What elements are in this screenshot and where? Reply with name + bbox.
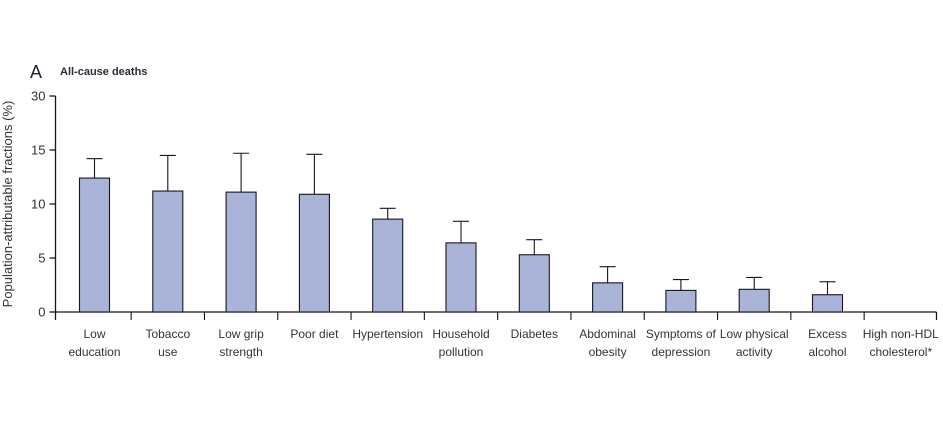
svg-text:Abdominal: Abdominal bbox=[579, 327, 636, 341]
svg-text:15: 15 bbox=[31, 143, 45, 158]
svg-text:5: 5 bbox=[38, 251, 45, 266]
svg-text:education: education bbox=[68, 345, 120, 359]
svg-text:depression: depression bbox=[652, 345, 711, 359]
svg-text:Excess: Excess bbox=[808, 327, 847, 341]
svg-text:Diabetes: Diabetes bbox=[511, 327, 558, 341]
svg-text:High non-HDL: High non-HDL bbox=[863, 327, 939, 341]
svg-text:cholesterol*: cholesterol* bbox=[869, 345, 932, 359]
svg-text:Low grip: Low grip bbox=[218, 327, 264, 341]
svg-text:Hypertension: Hypertension bbox=[352, 327, 423, 341]
svg-text:0: 0 bbox=[38, 305, 45, 320]
svg-text:Tobacco: Tobacco bbox=[145, 327, 190, 341]
svg-text:alcohol: alcohol bbox=[808, 345, 846, 359]
svg-text:strength: strength bbox=[219, 345, 262, 359]
svg-text:activity: activity bbox=[736, 345, 773, 359]
svg-text:Symptoms of: Symptoms of bbox=[646, 327, 717, 341]
svg-text:10: 10 bbox=[31, 197, 45, 212]
svg-text:Low physical: Low physical bbox=[720, 327, 789, 341]
svg-text:pollution: pollution bbox=[439, 345, 484, 359]
svg-text:30: 30 bbox=[31, 89, 45, 104]
svg-text:Low: Low bbox=[83, 327, 105, 341]
svg-text:use: use bbox=[158, 345, 178, 359]
svg-text:obesity: obesity bbox=[589, 345, 627, 359]
svg-text:Poor diet: Poor diet bbox=[290, 327, 339, 341]
svg-text:Household: Household bbox=[432, 327, 489, 341]
